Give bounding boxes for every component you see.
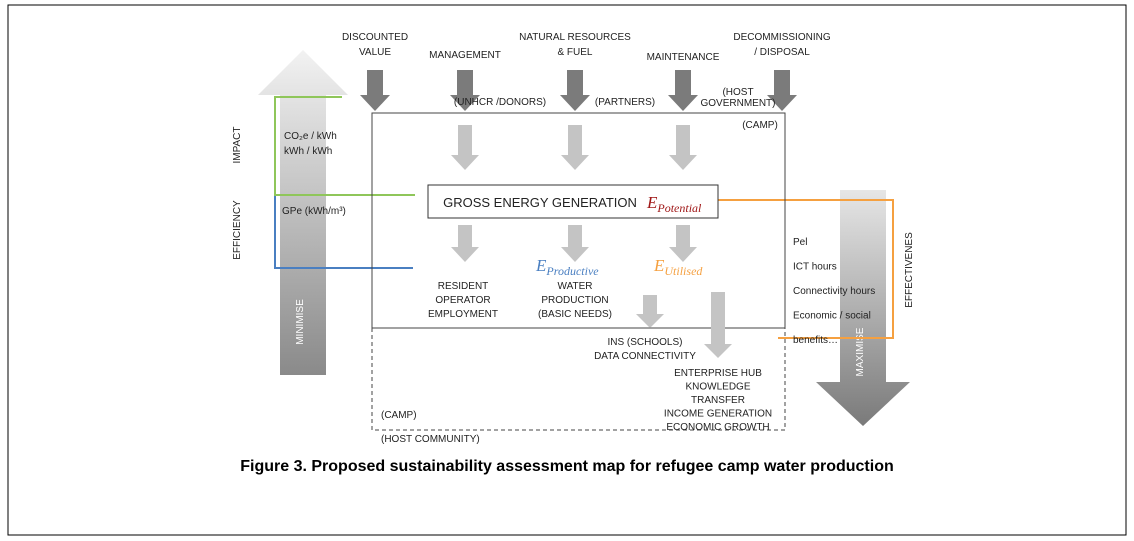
minimise-arrow <box>258 50 348 375</box>
arrow <box>360 70 390 111</box>
effectiveness-metric: ICT hours <box>793 262 837 273</box>
impact-metric: kWh / kWh <box>284 146 332 157</box>
stakeholder: GOVERNMENT) <box>701 98 776 109</box>
arrow <box>669 225 697 262</box>
arrow <box>636 295 664 328</box>
input-label: DISCOUNTED <box>342 32 408 43</box>
generation-title: GROSS ENERGY GENERATION <box>443 195 637 210</box>
e-utilised: EUtilised <box>653 256 703 278</box>
arrow <box>451 225 479 262</box>
water-label: PRODUCTION <box>541 295 608 306</box>
subscript: Potential <box>656 201 702 215</box>
arrow <box>669 125 697 170</box>
stakeholder: (CAMP) <box>742 120 778 131</box>
minimise-label: MINIMISE <box>295 299 306 345</box>
employment-label: OPERATOR <box>435 295 490 306</box>
stakeholder: (UNHCR /DONORS) <box>454 97 546 108</box>
subscript: Utilised <box>664 264 703 278</box>
community-outcome-label: KNOWLEDGE <box>685 382 750 393</box>
effectiveness-metric: Economic / social <box>793 311 871 322</box>
camp-label: (CAMP) <box>381 410 417 421</box>
input-label: DECOMMISSIONING <box>733 32 830 43</box>
stakeholder: (PARTNERS) <box>595 97 655 108</box>
outcome-label: INS (SCHOOLS) <box>607 337 682 348</box>
input-label: & FUEL <box>557 47 592 58</box>
arrow <box>561 225 589 262</box>
effectiveness-bracket <box>718 199 894 339</box>
input-label: MAINTENANCE <box>647 52 720 63</box>
arrow <box>668 70 698 111</box>
arrow <box>451 125 479 170</box>
employment-label: RESIDENT <box>438 281 489 292</box>
water-label: WATER <box>558 281 593 292</box>
arrow <box>767 70 797 111</box>
page-border <box>7 4 1127 536</box>
input-label: MANAGEMENT <box>429 50 501 61</box>
input-label: / DISPOSAL <box>754 47 810 58</box>
input-label: NATURAL RESOURCES <box>519 32 631 43</box>
arrow <box>450 70 480 111</box>
community-box <box>371 328 786 431</box>
impact-bracket <box>274 96 415 196</box>
effectiveness-metric: benefits… <box>793 335 838 346</box>
effectiveness-label: EFFECTIVENES <box>904 232 915 308</box>
e-productive: EProductive <box>535 256 599 278</box>
efficiency-label: EFFICIENCY <box>232 200 243 260</box>
community-outcome-label: TRANSFER <box>691 395 745 406</box>
impact-label: IMPACT <box>232 126 243 163</box>
maximise-label: MAXIMISE <box>855 327 866 376</box>
camp-box <box>371 112 786 329</box>
symbol: E <box>646 193 658 212</box>
input-label: VALUE <box>359 47 391 58</box>
symbol: E <box>653 256 665 275</box>
outcome-label: DATA CONNECTIVITY <box>594 351 696 362</box>
host-community-label: (HOST COMMUNITY) <box>381 434 480 445</box>
caption: Figure 3. Proposed sustainability assess… <box>240 458 894 475</box>
community-outcome-label: INCOME GENERATION <box>664 409 772 420</box>
effectiveness-metric: Pel <box>793 237 807 248</box>
efficiency-metric: GPe (kWh/m³) <box>282 206 346 217</box>
impact-metric: CO₂e / kWh <box>284 131 337 142</box>
arrow <box>561 125 589 170</box>
water-label: (BASIC NEEDS) <box>538 309 612 320</box>
maximise-arrow <box>816 190 910 426</box>
effectiveness-metric: Connectivity hours <box>793 286 875 297</box>
symbol: E <box>535 256 547 275</box>
community-outcome-label: ECONOMIC GROWTH <box>666 422 769 433</box>
e-potential: EPotential <box>646 193 702 215</box>
arrow <box>560 70 590 111</box>
employment-label: EMPLOYMENT <box>428 309 498 320</box>
community-outcome-label: ENTERPRISE HUB <box>674 368 762 379</box>
stakeholder: (HOST <box>722 87 753 98</box>
subscript: Productive <box>545 264 599 278</box>
generation-box <box>427 184 719 219</box>
efficiency-bracket <box>274 196 413 269</box>
arrow <box>704 292 732 358</box>
